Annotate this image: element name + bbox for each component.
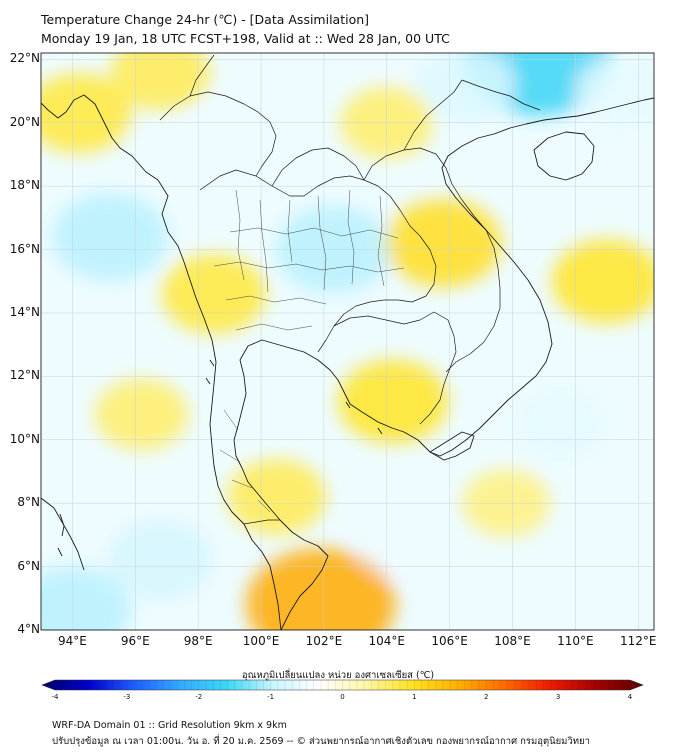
laos-vietnam-border — [363, 147, 501, 373]
mekong-delta — [429, 431, 475, 461]
cool-anomaly-8 — [166, 120, 255, 189]
cool-anomaly-7 — [575, 55, 654, 128]
warm-anomaly-16 — [110, 53, 211, 111]
map-frame — [40, 52, 655, 631]
lat-label: 22°N — [9, 51, 40, 66]
cool-anomaly-9 — [358, 507, 447, 576]
hainan-island — [533, 131, 595, 181]
update-info: ปรับปรุงข้อมูล ณ เวลา 01:00น. วัน อ. ที่… — [52, 736, 590, 747]
cool-anomaly-3 — [415, 53, 515, 123]
colorbar-tick: 2 — [484, 693, 489, 701]
colorbar-tick: -3 — [123, 693, 131, 701]
lat-label: 10°N — [9, 431, 40, 446]
lon-label: 110°E — [557, 634, 594, 648]
lon-label: 100°E — [242, 634, 280, 648]
malaysia-border — [243, 519, 280, 525]
province-lines — [213, 189, 405, 513]
colorbar-tick: -4 — [51, 693, 59, 701]
colorbar-tick: -2 — [195, 693, 203, 701]
warm-anomaly-15 — [41, 73, 132, 154]
warm-anomaly-10 — [246, 548, 396, 630]
lon-label: 112°E — [620, 634, 657, 648]
colorbar-tick: 0 — [340, 693, 345, 701]
lat-label: 18°N — [9, 178, 40, 193]
coastlines-and-borders — [41, 54, 654, 630]
lon-label: 102°E — [305, 634, 343, 648]
thailand-border — [199, 169, 437, 353]
colorbar-bar — [41, 679, 644, 691]
lon-label: 98°E — [183, 634, 213, 648]
colorbar-tick: 1 — [412, 693, 417, 701]
warm-anomaly-11 — [385, 199, 502, 288]
myanmar-border — [159, 91, 277, 177]
lat-label: 8°N — [17, 495, 40, 510]
lon-label: 96°E — [120, 634, 150, 648]
map-subtitle: Monday 19 Jan, 18 UTC FCST+198, Valid at… — [41, 31, 450, 46]
warm-anomaly-14 — [161, 253, 267, 334]
model-info: WRF-DA Domain 01 :: Grid Resolution 9km … — [52, 720, 287, 731]
peninsula-east-coast — [233, 97, 654, 630]
lat-label: 16°N — [9, 241, 40, 256]
lon-label: 108°E — [494, 634, 531, 648]
lon-label: 104°E — [368, 634, 406, 648]
colorbar-tick: 4 — [627, 693, 633, 701]
cool-anomaly-4 — [41, 566, 131, 630]
andaman-islands — [57, 513, 65, 557]
mainland-coastline — [41, 94, 282, 630]
warm-anomaly-12 — [551, 239, 654, 324]
myanmar-china-border — [189, 54, 215, 97]
vietnam-china-border — [403, 79, 463, 151]
small-islands — [205, 359, 383, 435]
graticule — [41, 53, 654, 630]
colorbar-title: อุณหภูมิเปลี่ยนแปลง หน่วย องศาเซลเซียส (… — [241, 670, 435, 681]
lon-label: 94°E — [57, 634, 87, 648]
warm-anomaly-13 — [337, 359, 449, 444]
cool-anomaly-5 — [108, 520, 213, 601]
lat-label: 4°N — [17, 622, 40, 636]
laos-china-border — [271, 147, 365, 187]
lon-label: 106°E — [431, 634, 468, 648]
cool-anomaly-6 — [512, 387, 607, 460]
lat-label: 14°N — [9, 304, 40, 319]
lat-label: 12°N — [9, 368, 40, 383]
map-title: Temperature Change 24-hr (℃) - [Data Ass… — [41, 12, 370, 27]
temperature-field — [41, 53, 654, 630]
colorbar — [41, 679, 644, 691]
warm-anomaly-18 — [94, 378, 189, 451]
lat-label: 20°N — [9, 114, 40, 129]
warm-anomaly-17 — [227, 458, 327, 535]
colorbar-tick: -1 — [267, 693, 275, 701]
cool-anomaly-2 — [52, 192, 169, 281]
sumatra-coast — [41, 497, 85, 571]
tonkin-coast — [461, 79, 541, 111]
cambodia-border — [333, 311, 457, 425]
lat-label: 6°N — [17, 558, 40, 573]
colorbar-tick: 3 — [555, 693, 561, 701]
